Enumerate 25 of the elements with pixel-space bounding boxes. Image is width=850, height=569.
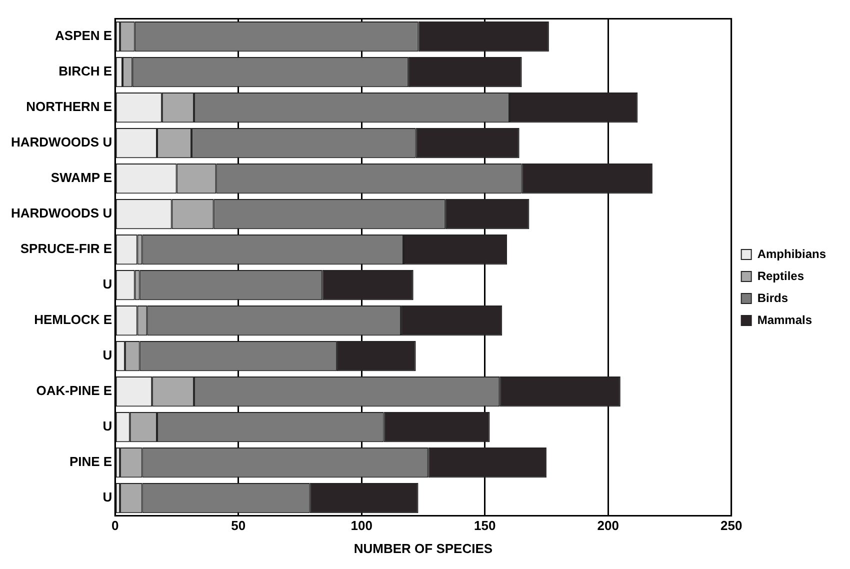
y-tick-label: U <box>102 490 112 505</box>
x-tick-label: 200 <box>597 518 619 534</box>
y-tick-label: PINE E <box>69 454 112 470</box>
x-tick-label: 50 <box>231 518 246 534</box>
y-tick-label: ASPEN E <box>55 28 112 44</box>
y-tick-label: SWAMP E <box>50 170 112 186</box>
x-tick-label: 150 <box>474 518 496 534</box>
x-tick-label: 250 <box>720 518 742 534</box>
legend-label: Amphibians <box>757 246 826 261</box>
y-tick-label: HEMLOCK E <box>34 312 112 328</box>
y-tick-label: HARDWOODS U <box>10 134 112 150</box>
legend-label: Mammals <box>757 312 812 327</box>
y-tick-label: U <box>102 276 112 292</box>
y-tick-label: U <box>102 418 112 434</box>
y-tick-label: NORTHERN E <box>26 99 112 114</box>
y-tick-label: OAK-PINE E <box>36 383 112 398</box>
x-tick-label: 100 <box>350 518 372 534</box>
legend-label: Birds <box>757 290 788 305</box>
x-axis-title: NUMBER OF SPECIES <box>354 540 493 556</box>
y-tick-label: SPRUCE-FIR E <box>20 241 112 256</box>
y-tick-label: HARDWOODS U <box>10 206 112 221</box>
x-tick-label: 0 <box>111 518 119 534</box>
y-tick-label: BIRCH E <box>58 64 112 79</box>
legend-label: Reptiles <box>757 268 804 283</box>
y-tick-label: U <box>102 348 112 363</box>
